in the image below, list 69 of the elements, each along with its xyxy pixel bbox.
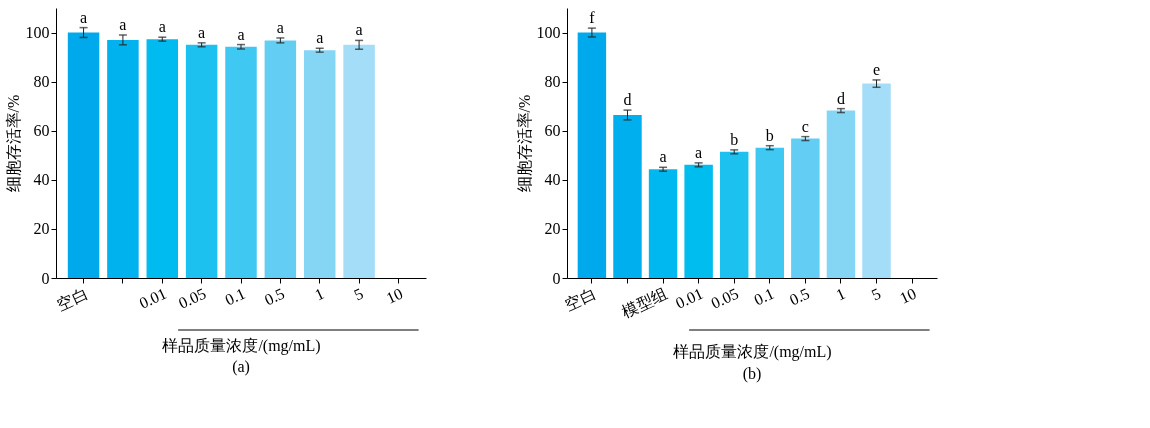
bar [67, 32, 100, 278]
y-tick-label: 100 [25, 24, 50, 42]
data-label: e [872, 60, 881, 78]
x-tick-label: 空白 [562, 284, 599, 314]
data-label: f [589, 9, 596, 27]
bar [755, 147, 785, 278]
y-tick-label: 80 [544, 73, 561, 91]
bar [264, 40, 297, 278]
bar [684, 164, 713, 278]
data-label: b [730, 130, 739, 148]
data-label: a [659, 148, 667, 166]
x-tick-label: 0.5 [261, 284, 288, 309]
y-tick-label: 20 [33, 220, 50, 238]
text: (b) [742, 364, 762, 383]
x-tick-label: 5 [868, 284, 884, 304]
y-tick-label: 40 [544, 171, 561, 189]
y-tick-label: 40 [33, 171, 50, 189]
y-tick-label: 20 [544, 220, 561, 238]
bar [303, 50, 336, 278]
bar [613, 115, 642, 278]
data-label: d [836, 89, 845, 107]
data-label: b [765, 126, 774, 144]
data-label: a [80, 8, 88, 26]
text: (a) [232, 358, 250, 377]
data-label: a [355, 21, 363, 39]
data-label: a [158, 18, 166, 36]
x-tick-label: 5 [351, 284, 366, 304]
bar [577, 32, 607, 278]
x-tick-label: 10 [383, 284, 406, 307]
bar [826, 110, 856, 278]
data-label: a [276, 18, 284, 36]
bar [719, 151, 749, 278]
x-tick-label: 0.05 [175, 284, 209, 312]
y-tick-label: 80 [33, 73, 50, 91]
bar [146, 39, 179, 278]
x-tick-label: 0.01 [136, 284, 170, 312]
bar [862, 83, 891, 278]
data-label: c [801, 117, 809, 135]
data-label: d [623, 91, 632, 109]
data-label: a [119, 16, 127, 33]
x-tick-label: 0.01 [672, 284, 706, 312]
data-label: a [695, 143, 703, 161]
x-tick-label: 0.1 [751, 284, 777, 309]
x-tick-label: 0.05 [708, 284, 741, 312]
x-tick-label: 模型组 [619, 284, 670, 321]
bar [343, 44, 375, 278]
x-axis-title: 样品质量浓度/(mg/mL) [162, 336, 321, 355]
y-tick-label: 0 [41, 269, 50, 287]
bar [185, 44, 218, 278]
y-tick-label: 60 [544, 122, 561, 140]
data-label: a [198, 23, 206, 41]
bar [107, 39, 139, 278]
y-axis-title: 细胞存活率/% [4, 94, 22, 193]
bar [791, 138, 820, 278]
x-axis-title: 样品质量浓度/(mg/mL) [673, 343, 832, 362]
y-tick-label: 0 [552, 269, 561, 287]
data-label: a [316, 29, 324, 47]
bar [225, 46, 257, 278]
x-tick-label: 1 [312, 284, 327, 304]
x-tick-label: 0.5 [786, 284, 813, 309]
x-tick-label: 空白 [54, 284, 91, 314]
y-tick-label: 60 [33, 122, 50, 140]
y-axis-title: 细胞存活率/% [515, 94, 533, 193]
y-tick-label: 100 [536, 24, 561, 42]
data-label: a [237, 25, 245, 43]
bar [648, 169, 678, 278]
x-tick-label: 0.1 [222, 284, 248, 309]
x-tick-label: 1 [833, 284, 848, 304]
x-tick-label: 10 [897, 284, 919, 307]
